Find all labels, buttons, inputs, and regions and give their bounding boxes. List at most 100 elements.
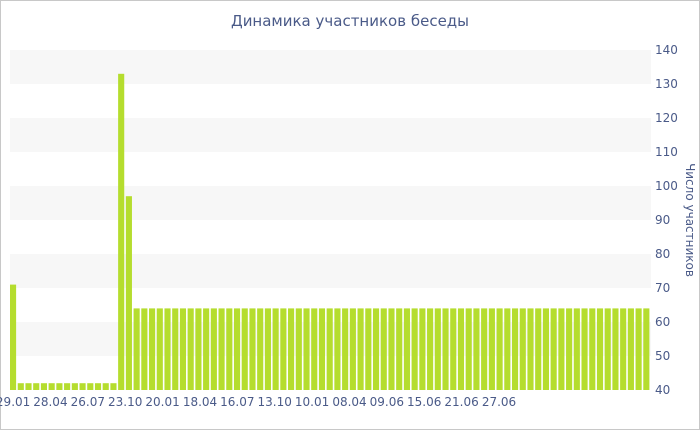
bar — [357, 308, 364, 390]
y-tick-label: 100 — [655, 179, 678, 193]
grid-band — [10, 254, 651, 288]
y-tick-label: 40 — [655, 383, 670, 397]
bar — [396, 308, 403, 390]
bar — [620, 308, 627, 390]
bar — [326, 308, 333, 390]
bar — [496, 308, 503, 390]
bar — [110, 383, 117, 390]
bar — [372, 308, 380, 390]
bar — [33, 383, 40, 390]
y-tick-label: 60 — [655, 315, 670, 329]
bar — [94, 383, 102, 390]
bar — [434, 308, 441, 390]
bar — [442, 308, 449, 390]
x-tick-label: 13.10 — [258, 395, 292, 409]
bar — [218, 308, 225, 390]
bar — [125, 196, 132, 390]
x-tick-label: 29.01 — [0, 395, 30, 409]
bar — [380, 308, 387, 390]
y-tick-label: 130 — [655, 77, 678, 91]
bar — [149, 308, 156, 390]
bar — [342, 308, 349, 390]
y-tick-label: 140 — [655, 43, 678, 57]
bar — [488, 308, 495, 390]
bar — [419, 308, 426, 390]
bar — [535, 308, 542, 390]
x-tick-label: 27.06 — [482, 395, 516, 409]
bar — [195, 308, 202, 390]
bar — [71, 383, 78, 390]
bar — [627, 308, 634, 390]
bar — [241, 308, 248, 390]
bar — [519, 308, 526, 390]
bar — [56, 383, 63, 390]
bar — [233, 308, 241, 390]
x-tick-label: 08.04 — [332, 395, 366, 409]
bar — [643, 308, 650, 390]
bar — [558, 308, 565, 390]
bar — [573, 308, 580, 390]
bar — [87, 383, 94, 390]
grid-band — [10, 50, 651, 84]
bar — [272, 308, 279, 390]
bar — [141, 308, 148, 390]
bar — [164, 308, 171, 390]
bar — [566, 308, 573, 390]
x-tick-label: 26.07 — [71, 395, 105, 409]
bar — [349, 308, 356, 390]
bar — [210, 308, 217, 390]
x-tick-label: 09.06 — [370, 395, 404, 409]
y-axis-label: Число участников — [683, 163, 697, 277]
y-tick-label: 70 — [655, 281, 670, 295]
bar — [303, 308, 310, 390]
bar — [133, 308, 140, 390]
bar — [527, 308, 534, 390]
bar — [388, 308, 395, 390]
bar — [581, 308, 588, 390]
bar — [596, 308, 604, 390]
bar — [311, 308, 318, 390]
bar — [288, 308, 295, 390]
bar — [226, 308, 233, 390]
x-tick-label: 15.06 — [407, 395, 441, 409]
bar — [504, 308, 511, 390]
bar — [365, 308, 372, 390]
y-tick-label: 50 — [655, 349, 670, 363]
grid-bands — [10, 50, 651, 356]
bar — [25, 383, 32, 390]
bar — [481, 308, 488, 390]
bar — [264, 308, 271, 390]
bar — [635, 308, 642, 390]
bar — [10, 284, 17, 390]
x-tick-label: 16.07 — [220, 395, 254, 409]
x-tick-label: 28.04 — [33, 395, 67, 409]
x-tick-label: 10.01 — [295, 395, 329, 409]
bar — [187, 308, 194, 390]
bar — [249, 308, 256, 390]
y-tick-label: 120 — [655, 111, 678, 125]
bar — [280, 308, 287, 390]
bar — [542, 308, 549, 390]
x-tick-label: 18.04 — [183, 395, 217, 409]
bar — [427, 308, 434, 390]
bar — [102, 383, 109, 390]
y-tick-label: 90 — [655, 213, 670, 227]
bar — [589, 308, 596, 390]
bar — [334, 308, 341, 390]
bar — [511, 308, 519, 390]
x-tick-label: 21.06 — [444, 395, 478, 409]
bar — [203, 308, 210, 390]
bar — [179, 308, 187, 390]
bar — [156, 308, 163, 390]
grid-band — [10, 186, 651, 220]
bar — [604, 308, 611, 390]
y-tick-label: 80 — [655, 247, 670, 261]
bar — [612, 308, 619, 390]
y-axis-ticks: 40 50 60 70 80 90 100 110 120 130 140 — [655, 43, 678, 397]
bar — [318, 308, 326, 390]
x-tick-label: 23.10 — [108, 395, 142, 409]
grid-band — [10, 118, 651, 152]
bar — [473, 308, 480, 390]
